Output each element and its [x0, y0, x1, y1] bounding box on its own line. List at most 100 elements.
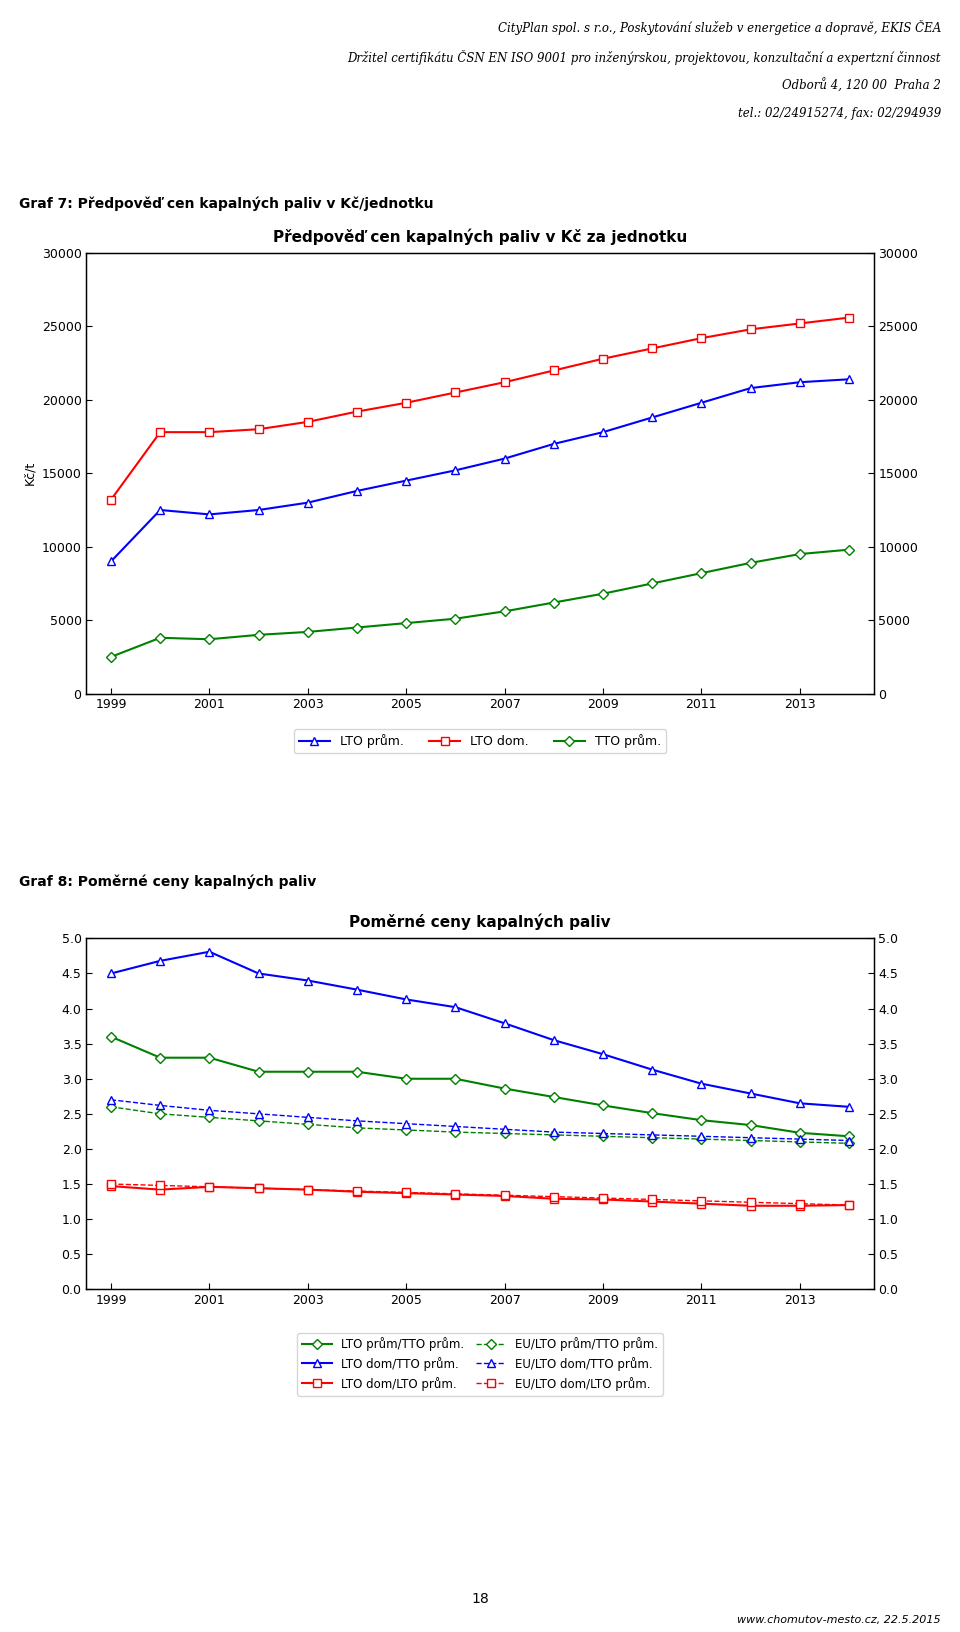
- LTO prům.: [252, 499, 264, 519]
- TTO prům.: [646, 574, 658, 594]
- Title: Předpověď cen kapalných paliv v Kč za jednotku: Předpověď cen kapalných paliv v Kč za je…: [273, 228, 687, 245]
- EU/LTO dom/LTO prům.: [696, 1191, 708, 1211]
- TTO prům.: [745, 553, 756, 573]
- EU/LTO dom/TTO prům.: [696, 1126, 708, 1146]
- LTO dom/TTO prům.: [106, 963, 117, 982]
- TTO prům.: [696, 563, 708, 583]
- LTO dom/TTO prům.: [745, 1084, 756, 1103]
- LTO prům.: [843, 369, 854, 388]
- LTO prům/TTO prům.: [400, 1069, 412, 1089]
- TTO prům.: [449, 609, 461, 628]
- EU/LTO dom/LTO prům.: [155, 1175, 166, 1195]
- EU/LTO dom/TTO prům.: [597, 1124, 609, 1144]
- LTO dom/LTO prům.: [106, 1177, 117, 1196]
- EU/LTO prům/TTO prům.: [252, 1111, 264, 1131]
- LTO dom.: [548, 361, 560, 380]
- EU/LTO dom/TTO prům.: [351, 1111, 363, 1131]
- EU/LTO dom/LTO prům.: [794, 1195, 805, 1214]
- LTO dom.: [794, 313, 805, 333]
- EU/LTO prům/TTO prům.: [548, 1124, 560, 1144]
- EU/LTO prům/TTO prům.: [106, 1097, 117, 1116]
- EU/LTO dom/TTO prům.: [646, 1124, 658, 1144]
- LTO dom/TTO prům.: [548, 1030, 560, 1049]
- Line: TTO prům.: TTO prům.: [108, 547, 852, 661]
- LTO dom.: [449, 384, 461, 403]
- LTO dom.: [499, 372, 511, 392]
- LTO prům.: [499, 449, 511, 468]
- LTO prům.: [400, 470, 412, 490]
- EU/LTO dom/LTO prům.: [548, 1186, 560, 1206]
- EU/LTO prům/TTO prům.: [646, 1128, 658, 1147]
- EU/LTO dom/TTO prům.: [400, 1115, 412, 1134]
- LTO dom.: [646, 339, 658, 359]
- TTO prům.: [499, 602, 511, 622]
- LTO dom/LTO prům.: [400, 1183, 412, 1203]
- LTO dom.: [302, 413, 314, 432]
- Text: 18: 18: [471, 1593, 489, 1606]
- LTO dom/LTO prům.: [597, 1190, 609, 1209]
- LTO dom/LTO prům.: [252, 1178, 264, 1198]
- Text: www.chomutov-mesto.cz, 22.5.2015: www.chomutov-mesto.cz, 22.5.2015: [737, 1616, 941, 1625]
- LTO dom/LTO prům.: [351, 1182, 363, 1201]
- EU/LTO dom/TTO prům.: [499, 1120, 511, 1139]
- LTO prům/TTO prům.: [597, 1095, 609, 1115]
- Line: EU/LTO dom/TTO prům.: EU/LTO dom/TTO prům.: [107, 1095, 853, 1144]
- EU/LTO prům/TTO prům.: [351, 1118, 363, 1138]
- LTO prům/TTO prům.: [548, 1087, 560, 1106]
- TTO prům.: [597, 584, 609, 604]
- Text: Graf 8: Poměrné ceny kapalných paliv: Graf 8: Poměrné ceny kapalných paliv: [19, 875, 317, 888]
- LTO dom.: [597, 349, 609, 369]
- LTO prům.: [548, 434, 560, 454]
- Line: LTO dom/LTO prům.: LTO dom/LTO prům.: [107, 1182, 853, 1209]
- Line: LTO dom/TTO prům.: LTO dom/TTO prům.: [107, 948, 853, 1111]
- EU/LTO prům/TTO prům.: [155, 1103, 166, 1123]
- LTO prům/TTO prům.: [204, 1048, 215, 1067]
- LTO prům.: [745, 379, 756, 398]
- LTO prům/TTO prům.: [794, 1123, 805, 1142]
- LTO dom/TTO prům.: [499, 1013, 511, 1033]
- LTO dom/TTO prům.: [155, 951, 166, 971]
- LTO prům.: [155, 499, 166, 519]
- TTO prům.: [252, 625, 264, 645]
- EU/LTO dom/TTO prům.: [449, 1116, 461, 1136]
- EU/LTO dom/LTO prům.: [106, 1175, 117, 1195]
- LTO prům/TTO prům.: [155, 1048, 166, 1067]
- EU/LTO dom/LTO prům.: [646, 1190, 658, 1209]
- Line: LTO prům/TTO prům.: LTO prům/TTO prům.: [108, 1033, 852, 1139]
- EU/LTO dom/LTO prům.: [843, 1195, 854, 1214]
- LTO prům.: [449, 460, 461, 480]
- EU/LTO dom/LTO prům.: [351, 1182, 363, 1201]
- Text: Odborů 4, 120 00  Praha 2: Odborů 4, 120 00 Praha 2: [782, 78, 941, 93]
- LTO dom/TTO prům.: [351, 979, 363, 999]
- LTO dom/TTO prům.: [302, 971, 314, 991]
- LTO dom/TTO prům.: [646, 1059, 658, 1079]
- LTO dom/LTO prům.: [843, 1195, 854, 1214]
- LTO dom/TTO prům.: [400, 989, 412, 1009]
- TTO prům.: [351, 619, 363, 638]
- LTO dom.: [351, 401, 363, 421]
- LTO dom.: [696, 328, 708, 348]
- EU/LTO prům/TTO prům.: [794, 1133, 805, 1152]
- TTO prům.: [204, 630, 215, 650]
- LTO dom/TTO prům.: [449, 997, 461, 1017]
- LTO prům.: [106, 552, 117, 571]
- LTO dom.: [400, 393, 412, 413]
- TTO prům.: [548, 592, 560, 612]
- EU/LTO dom/TTO prům.: [745, 1128, 756, 1147]
- Text: Držitel certifikátu ČSN EN ISO 9001 pro inženýrskou, projektovou, konzultační a : Držitel certifikátu ČSN EN ISO 9001 pro …: [348, 49, 941, 65]
- EU/LTO prům/TTO prům.: [696, 1129, 708, 1149]
- Text: tel.: 02/24915274, fax: 02/294939: tel.: 02/24915274, fax: 02/294939: [737, 108, 941, 121]
- LTO dom/TTO prům.: [843, 1097, 854, 1116]
- EU/LTO prům/TTO prům.: [302, 1115, 314, 1134]
- Text: CityPlan spol. s r.o., Poskytování služeb v energetice a dopravě, EKIS ČEA: CityPlan spol. s r.o., Poskytování služe…: [497, 20, 941, 34]
- EU/LTO dom/TTO prům.: [843, 1131, 854, 1151]
- EU/LTO dom/LTO prům.: [449, 1185, 461, 1204]
- LTO dom.: [843, 308, 854, 328]
- LTO dom/LTO prům.: [499, 1186, 511, 1206]
- LTO prům/TTO prům.: [106, 1027, 117, 1046]
- LTO dom/LTO prům.: [302, 1180, 314, 1200]
- EU/LTO prům/TTO prům.: [204, 1108, 215, 1128]
- LTO dom/TTO prům.: [794, 1093, 805, 1113]
- LTO dom/TTO prům.: [252, 963, 264, 982]
- LTO prům/TTO prům.: [252, 1062, 264, 1082]
